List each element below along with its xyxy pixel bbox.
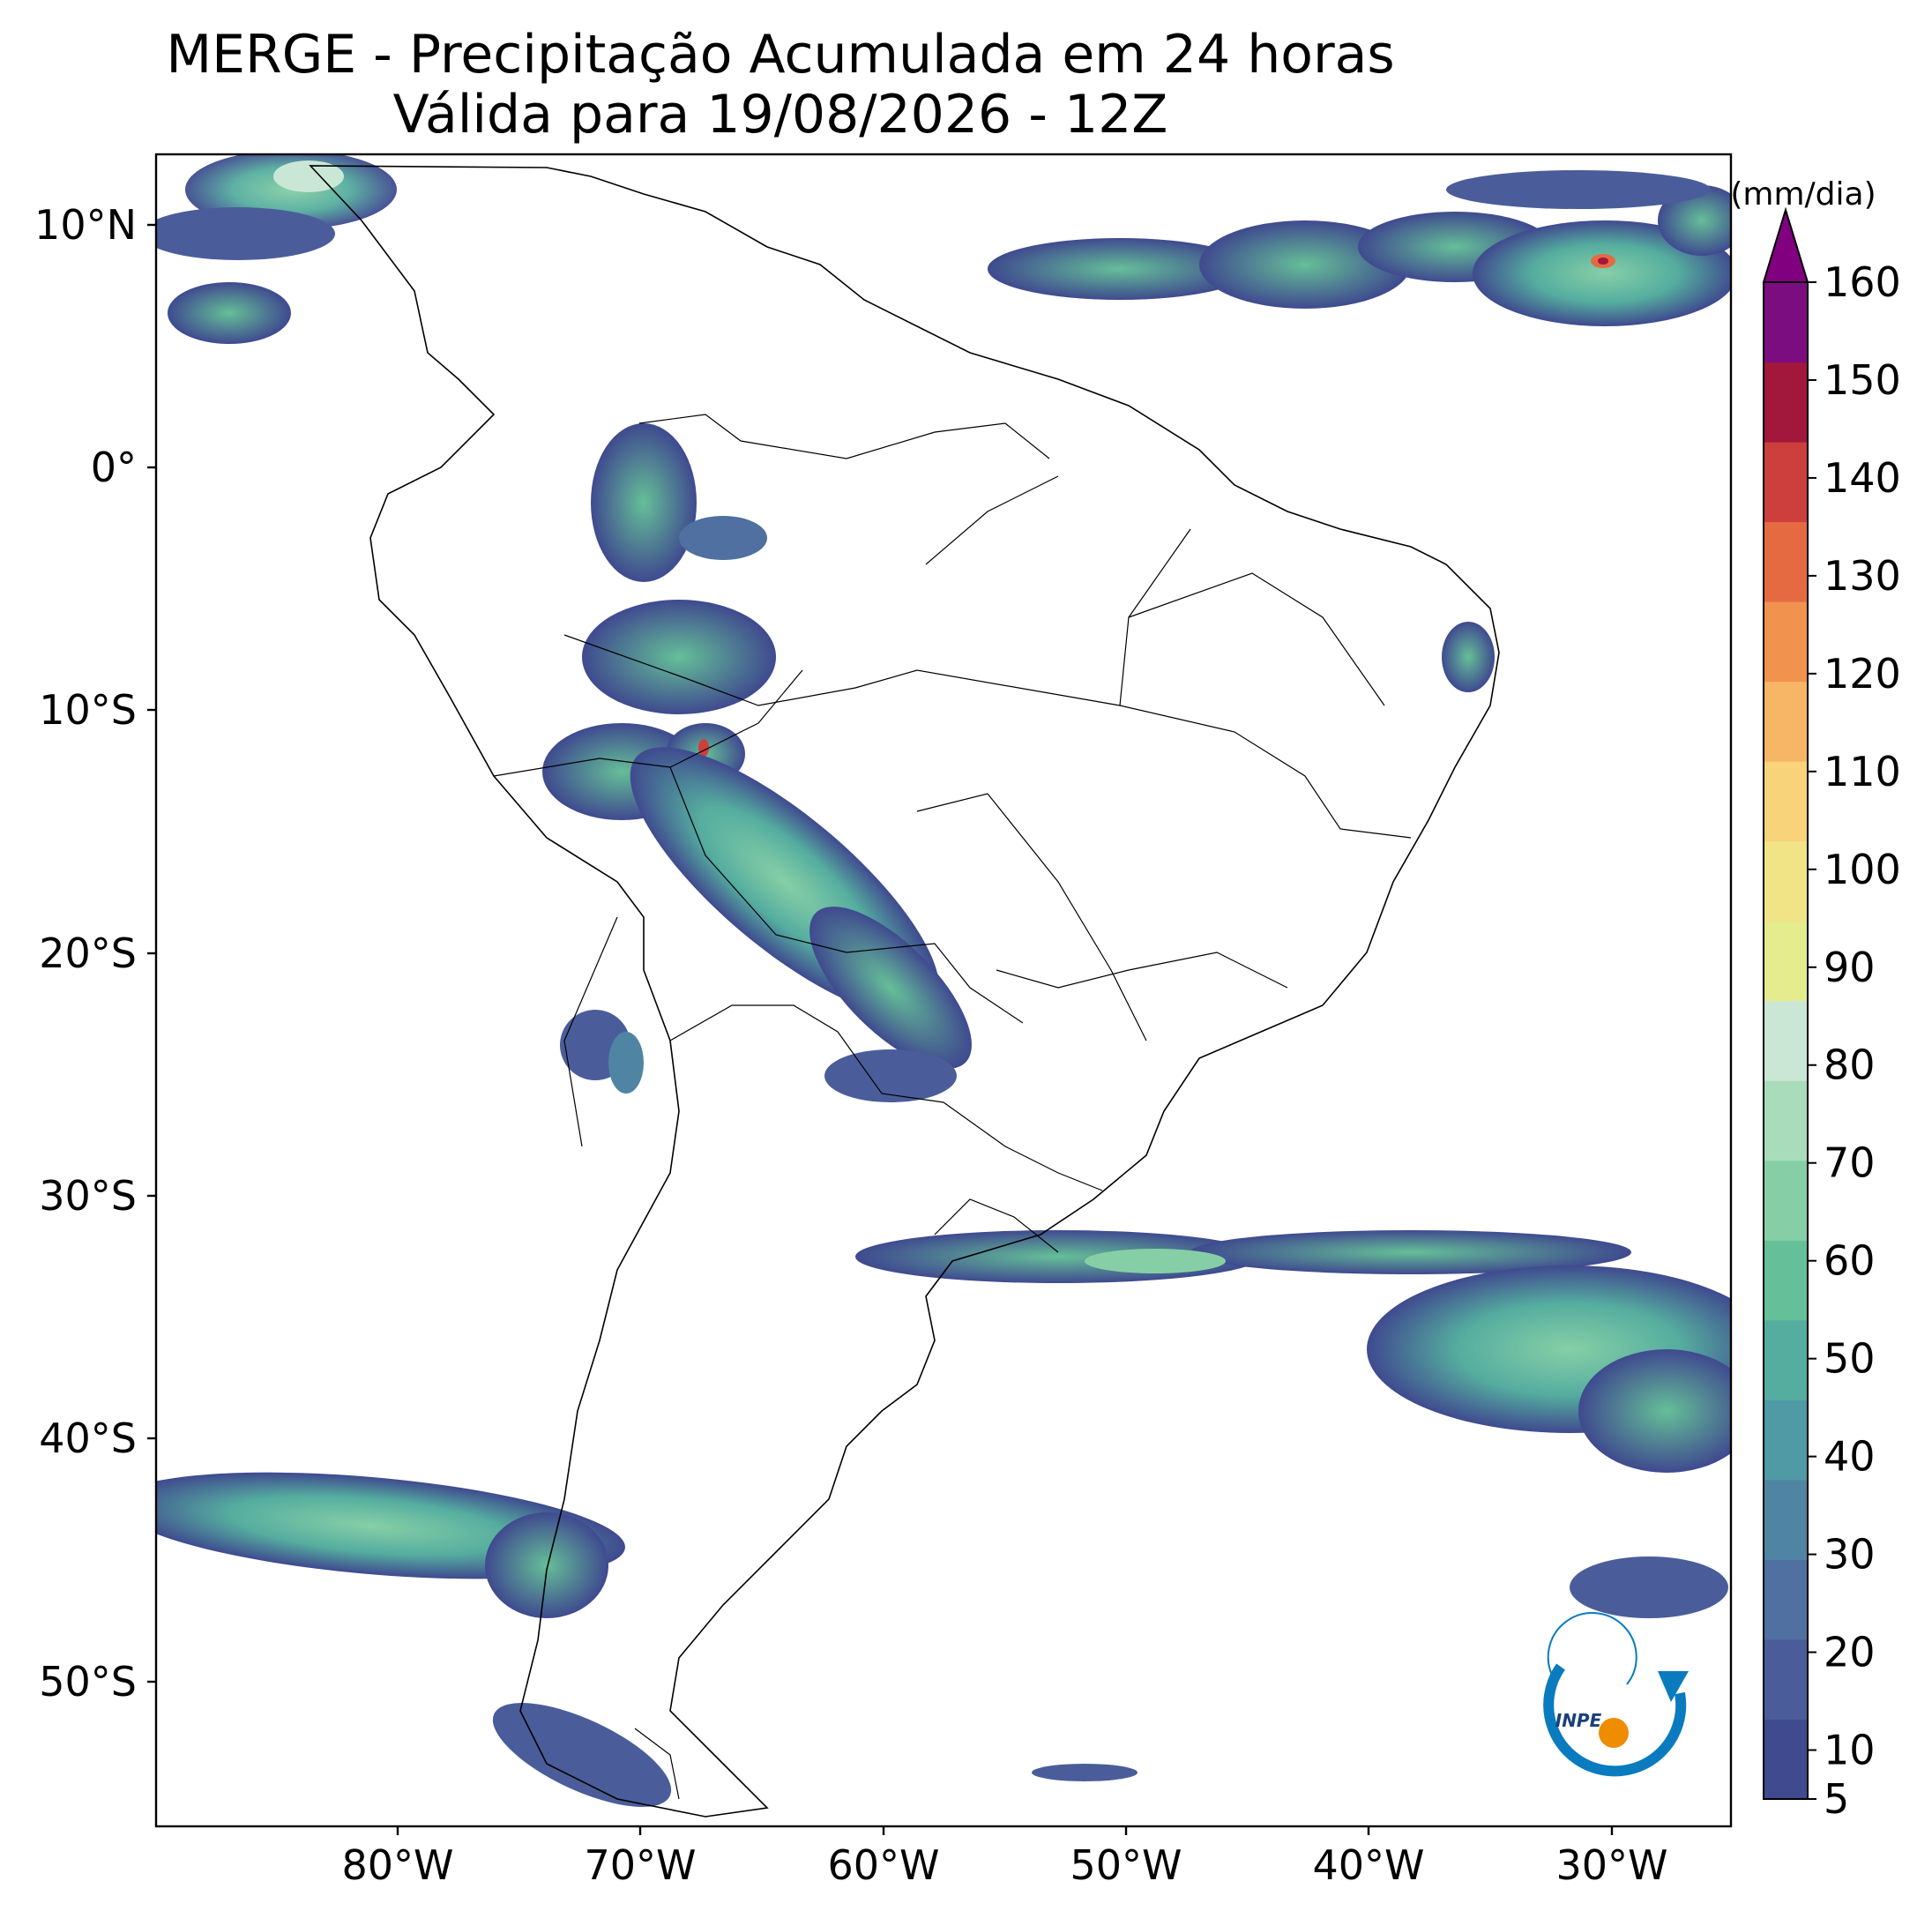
map-frame — [154, 153, 1733, 1828]
logo-text: INPE — [1555, 1710, 1602, 1731]
colorbar-bin — [1764, 1160, 1808, 1241]
colorbar-bin — [1764, 1319, 1808, 1400]
colorbar-tick-label: 60 — [1824, 1237, 1876, 1285]
colorbar-bin — [1764, 761, 1808, 842]
colorbar-tick-label: 70 — [1824, 1139, 1876, 1187]
lat-label-20s: 20°S — [39, 929, 137, 977]
lon-label-80w: 80°W — [341, 1841, 453, 1889]
colorbar-bin — [1764, 1240, 1808, 1321]
colorbar-bin — [1764, 521, 1808, 602]
coastline — [309, 165, 1500, 1818]
colorbar-units: (mm/dia) — [1730, 176, 1876, 213]
colorbar-bin — [1764, 362, 1808, 443]
colorbar-tick-label: 130 — [1824, 552, 1901, 600]
country-borders — [493, 414, 1412, 1800]
lon-label-40w: 40°W — [1312, 1841, 1424, 1889]
colorbar-tick-label: 10 — [1824, 1727, 1876, 1774]
longitude-axis — [396, 1826, 1614, 1835]
colorbar-bin — [1764, 681, 1808, 762]
lon-label-60w: 60°W — [827, 1841, 939, 1889]
colorbar-bin — [1764, 1639, 1808, 1720]
colorbar-bin — [1764, 840, 1808, 922]
colorbar-tick-label: 40 — [1824, 1433, 1876, 1481]
lon-label-30w: 30°W — [1555, 1841, 1667, 1889]
lat-label-40s: 40°S — [39, 1415, 137, 1462]
lon-label-50w: 50°W — [1070, 1841, 1182, 1889]
colorbar-tick-label: 150 — [1824, 356, 1901, 404]
colorbar-tick-label: 120 — [1824, 650, 1901, 698]
colorbar-bin — [1764, 921, 1808, 1002]
colorbar-tick-label: 80 — [1824, 1041, 1876, 1089]
colorbar-tick-label: 5 — [1824, 1775, 1849, 1823]
colorbar-bin — [1764, 1080, 1808, 1161]
lat-label-30s: 30°S — [39, 1172, 137, 1220]
colorbar-tick-label: 20 — [1824, 1629, 1876, 1676]
colorbar-frame — [1763, 282, 1809, 1800]
colorbar-tick-label: 140 — [1824, 454, 1901, 502]
lon-label-70w: 70°W — [584, 1841, 696, 1889]
colorbar-tick-label: 100 — [1824, 846, 1901, 893]
colorbar-tick-label: 50 — [1824, 1335, 1876, 1383]
colorbar-bin — [1764, 601, 1808, 683]
colorbar-tick-label: 30 — [1824, 1531, 1876, 1579]
colorbar-bin — [1764, 442, 1808, 523]
colorbar-bin — [1764, 282, 1808, 363]
colorbar-bin — [1764, 1719, 1808, 1800]
colorbar-extend-arrow — [1762, 206, 1809, 283]
precipitation-field — [156, 154, 1731, 1807]
colorbar-tick-label: 110 — [1824, 748, 1901, 795]
map-title: MERGE - Precipitação Acumulada em 24 hor… — [166, 24, 1395, 86]
colorbar: 510 20 30 40 50 60 70 80 90 100 110 120 130 140 150 160 — [1762, 206, 1901, 1823]
colorbar-tick-label: 90 — [1824, 944, 1876, 991]
colorbar-tick-label: 160 — [1824, 258, 1901, 306]
lat-label-50s: 50°S — [39, 1658, 137, 1706]
colorbar-bin — [1764, 1400, 1808, 1481]
lat-label-10s: 10°S — [39, 686, 137, 734]
latitude-axis — [147, 223, 156, 1683]
lat-label-0: 0° — [91, 444, 137, 491]
colorbar-bin — [1764, 1559, 1808, 1640]
lat-label-10n: 10°N — [34, 201, 137, 249]
colorbar-bin — [1764, 1000, 1808, 1081]
colorbar-bin — [1764, 1479, 1808, 1560]
inpe-logo: INPE — [1543, 1612, 1689, 1777]
map-subtitle: Válida para 19/08/2026 - 12Z — [392, 84, 1168, 146]
